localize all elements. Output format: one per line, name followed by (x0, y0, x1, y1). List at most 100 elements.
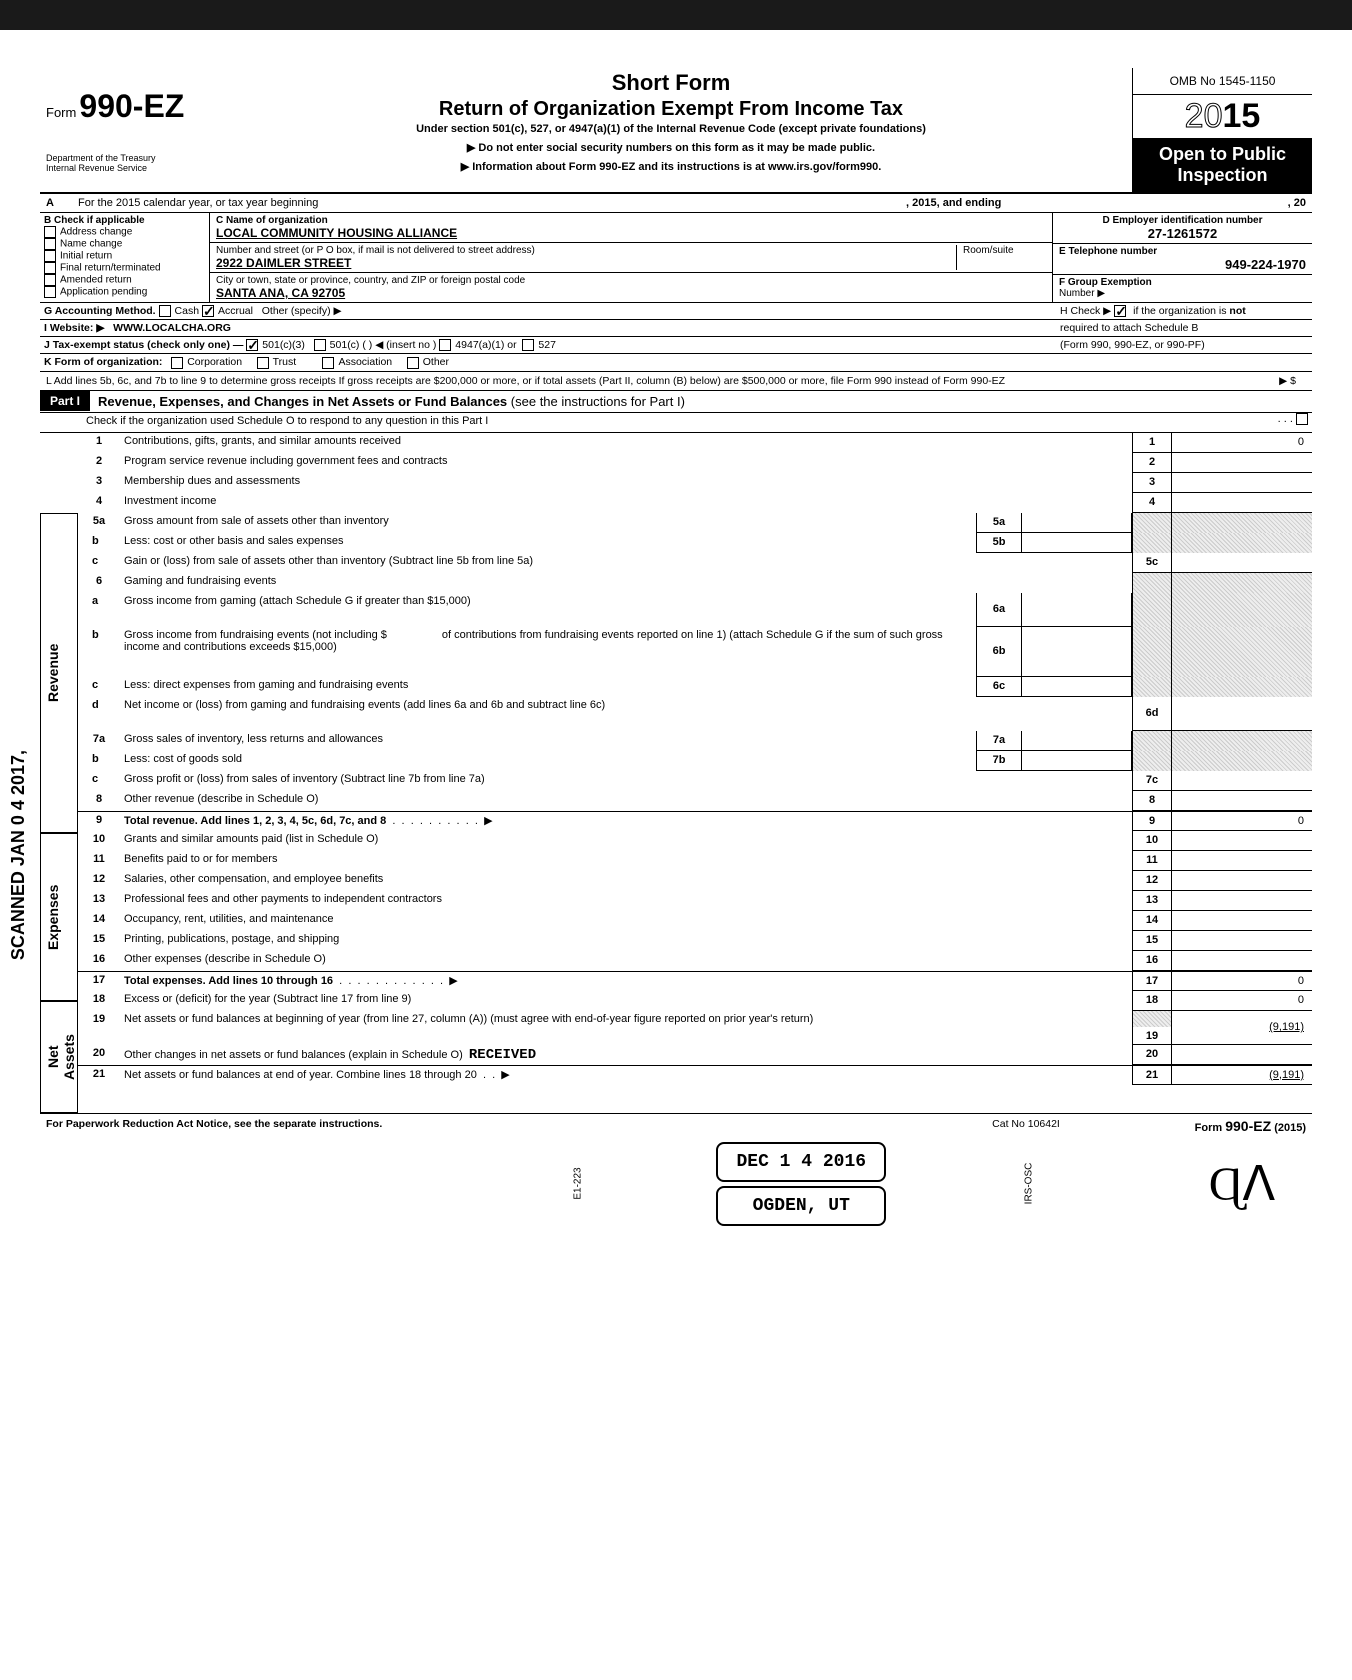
footer-row: For Paperwork Reduction Act Notice, see … (40, 1113, 1312, 1138)
chk-501c[interactable] (314, 339, 326, 351)
d-box: D Employer identification number 27-1261… (1053, 213, 1312, 244)
chk-schedule-o[interactable] (1296, 413, 1308, 425)
chk-pending[interactable] (44, 286, 56, 298)
form-number-cell: Form 990-EZ Department of the Treasury I… (40, 68, 210, 175)
body-grid: Revenue Expenses Net Assets 1Contributio… (40, 433, 1312, 1113)
row-a: A For the 2015 calendar year, or tax yea… (40, 194, 1312, 213)
f-label2: Number ▶ (1059, 288, 1105, 299)
val-21: (9,191) (1172, 1066, 1312, 1085)
part1-header: Part I Revenue, Expenses, and Changes in… (40, 390, 1312, 413)
chk-corp[interactable] (171, 357, 183, 369)
form-prefix: Form (46, 105, 76, 120)
chk-other[interactable] (407, 357, 419, 369)
open-line1: Open to Public (1139, 144, 1306, 165)
row-j: J Tax-exempt status (check only one) — 5… (40, 337, 1312, 354)
line-6a: Gross income from gaming (attach Schedul… (120, 593, 976, 627)
col-c: C Name of organization LOCAL COMMUNITY H… (210, 213, 1052, 302)
row-a-mid: , 2015, and ending (906, 197, 1106, 209)
chk-final[interactable] (44, 262, 56, 274)
row-a-text: For the 2015 calendar year, or tax year … (78, 197, 906, 209)
line-21-text: Net assets or fund balances at end of ye… (124, 1069, 477, 1081)
col-b: B Check if applicable Address change Nam… (40, 213, 210, 302)
label-a: A (46, 197, 78, 209)
h-text2: if the organization is (1133, 305, 1226, 317)
omb-number: OMB No 1545-1150 (1133, 68, 1312, 95)
section-bcdef: B Check if applicable Address change Nam… (40, 213, 1312, 303)
line-5b: Less: cost or other basis and sales expe… (120, 533, 976, 553)
website-val: WWW.LOCALCHA.ORG (113, 322, 231, 334)
org-name: LOCAL COMMUNITY HOUSING ALLIANCE (216, 226, 457, 240)
h-text1: H Check ▶ (1060, 305, 1111, 317)
g-accrual: Accrual (218, 305, 253, 317)
chk-address[interactable] (44, 226, 56, 238)
chk-accrual[interactable] (202, 305, 214, 317)
c-label-row: C Name of organization LOCAL COMMUNITY H… (210, 213, 1052, 243)
line-13: Professional fees and other payments to … (120, 891, 1132, 911)
k-o2: Trust (273, 356, 297, 368)
h-text5: (Form 990, 990-EZ, or 990-PF) (1052, 337, 1312, 353)
col-d: D Employer identification number 27-1261… (1052, 213, 1312, 302)
chk-4947[interactable] (439, 339, 451, 351)
title-main: Short Form (218, 70, 1124, 96)
line-17: Total expenses. Add lines 10 through 16 … (120, 972, 1132, 991)
line-17-text: Total expenses. Add lines 10 through 16 (124, 975, 333, 987)
row-l: L Add lines 5b, 6c, and 7b to line 9 to … (40, 372, 1312, 390)
form-page: Form 990-EZ Department of the Treasury I… (0, 38, 1352, 1256)
chk-cash[interactable] (159, 305, 171, 317)
tax-year: 2015 (1133, 95, 1312, 138)
b-item-0: Address change (60, 227, 132, 238)
line-1: Contributions, gifts, grants, and simila… (120, 433, 1132, 453)
d-label: D Employer identification number (1102, 215, 1262, 226)
line-7b: Less: cost of goods sold (120, 751, 976, 771)
j-label: J Tax-exempt status (check only one) — (44, 339, 243, 351)
row-i: I Website: ▶ WWW.LOCALCHA.ORG required t… (40, 320, 1312, 337)
city-val: SANTA ANA, CA 92705 (216, 286, 345, 300)
part1-title: Revenue, Expenses, and Changes in Net As… (90, 391, 1312, 412)
chk-amended[interactable] (44, 274, 56, 286)
part1-check-text: Check if the organization used Schedule … (82, 413, 1272, 432)
k-o3: Association (338, 356, 392, 368)
ein-val: 27-1261572 (1148, 226, 1217, 241)
form-end: Form 990-EZ (2015) (1126, 1118, 1306, 1134)
chk-501c3[interactable] (246, 339, 258, 351)
f-box: F Group Exemption Number ▶ (1053, 275, 1312, 301)
val-19: (9,191) (1172, 1011, 1312, 1045)
stamp-date: DEC 1 4 2016 (716, 1142, 886, 1182)
b-item-2: Initial return (60, 251, 112, 262)
title-arrow2: ▶ Information about Form 990-EZ and its … (218, 160, 1124, 173)
chk-assoc[interactable] (322, 357, 334, 369)
g-label: G Accounting Method. (44, 305, 156, 317)
f-label: F Group Exemption (1059, 277, 1152, 288)
e-label: E Telephone number (1059, 246, 1157, 257)
city-row: City or town, state or province, country… (210, 273, 1052, 302)
part1-label: Part I (40, 391, 90, 411)
row-g-h: G Accounting Method. Cash Accrual Other … (40, 303, 1312, 320)
form-number: 990-EZ (79, 88, 184, 124)
h-text3: not (1229, 305, 1245, 317)
val-1: 0 (1172, 433, 1312, 453)
line-5c: Gain or (loss) from sale of assets other… (120, 553, 1132, 573)
val-9: 0 (1172, 812, 1312, 831)
chk-h[interactable] (1114, 305, 1126, 317)
year-bold: 15 (1223, 97, 1261, 135)
line-10: Grants and similar amounts paid (list in… (120, 831, 1132, 851)
title-arrow1: ▶ Do not enter social security numbers o… (218, 141, 1124, 154)
omb-cell: OMB No 1545-1150 2015 Open to Public Ins… (1132, 68, 1312, 192)
b-label: B Check if applicable (44, 215, 205, 226)
tab-netassets: Net Assets (40, 1001, 78, 1113)
stamp-ogden: OGDEN, UT (716, 1186, 886, 1226)
row-k: K Form of organization: Corporation Trus… (40, 354, 1312, 371)
form-header: Form 990-EZ Department of the Treasury I… (40, 68, 1312, 194)
open-line2: Inspection (1139, 165, 1306, 186)
signature-initials: Ɋꓥ (1172, 1156, 1312, 1212)
line-7a: Gross sales of inventory, less returns a… (120, 731, 976, 751)
line-6: Gaming and fundraising events (120, 573, 1132, 593)
title-section: Under section 501(c), 527, or 4947(a)(1)… (218, 123, 1124, 135)
chk-initial[interactable] (44, 250, 56, 262)
chk-trust[interactable] (257, 357, 269, 369)
chk-527[interactable] (522, 339, 534, 351)
chk-name[interactable] (44, 238, 56, 250)
line-9-text: Total revenue. Add lines 1, 2, 3, 4, 5c,… (124, 815, 386, 827)
line-2: Program service revenue including govern… (120, 453, 1132, 473)
line-20: Other changes in net assets or fund bala… (120, 1045, 1132, 1065)
